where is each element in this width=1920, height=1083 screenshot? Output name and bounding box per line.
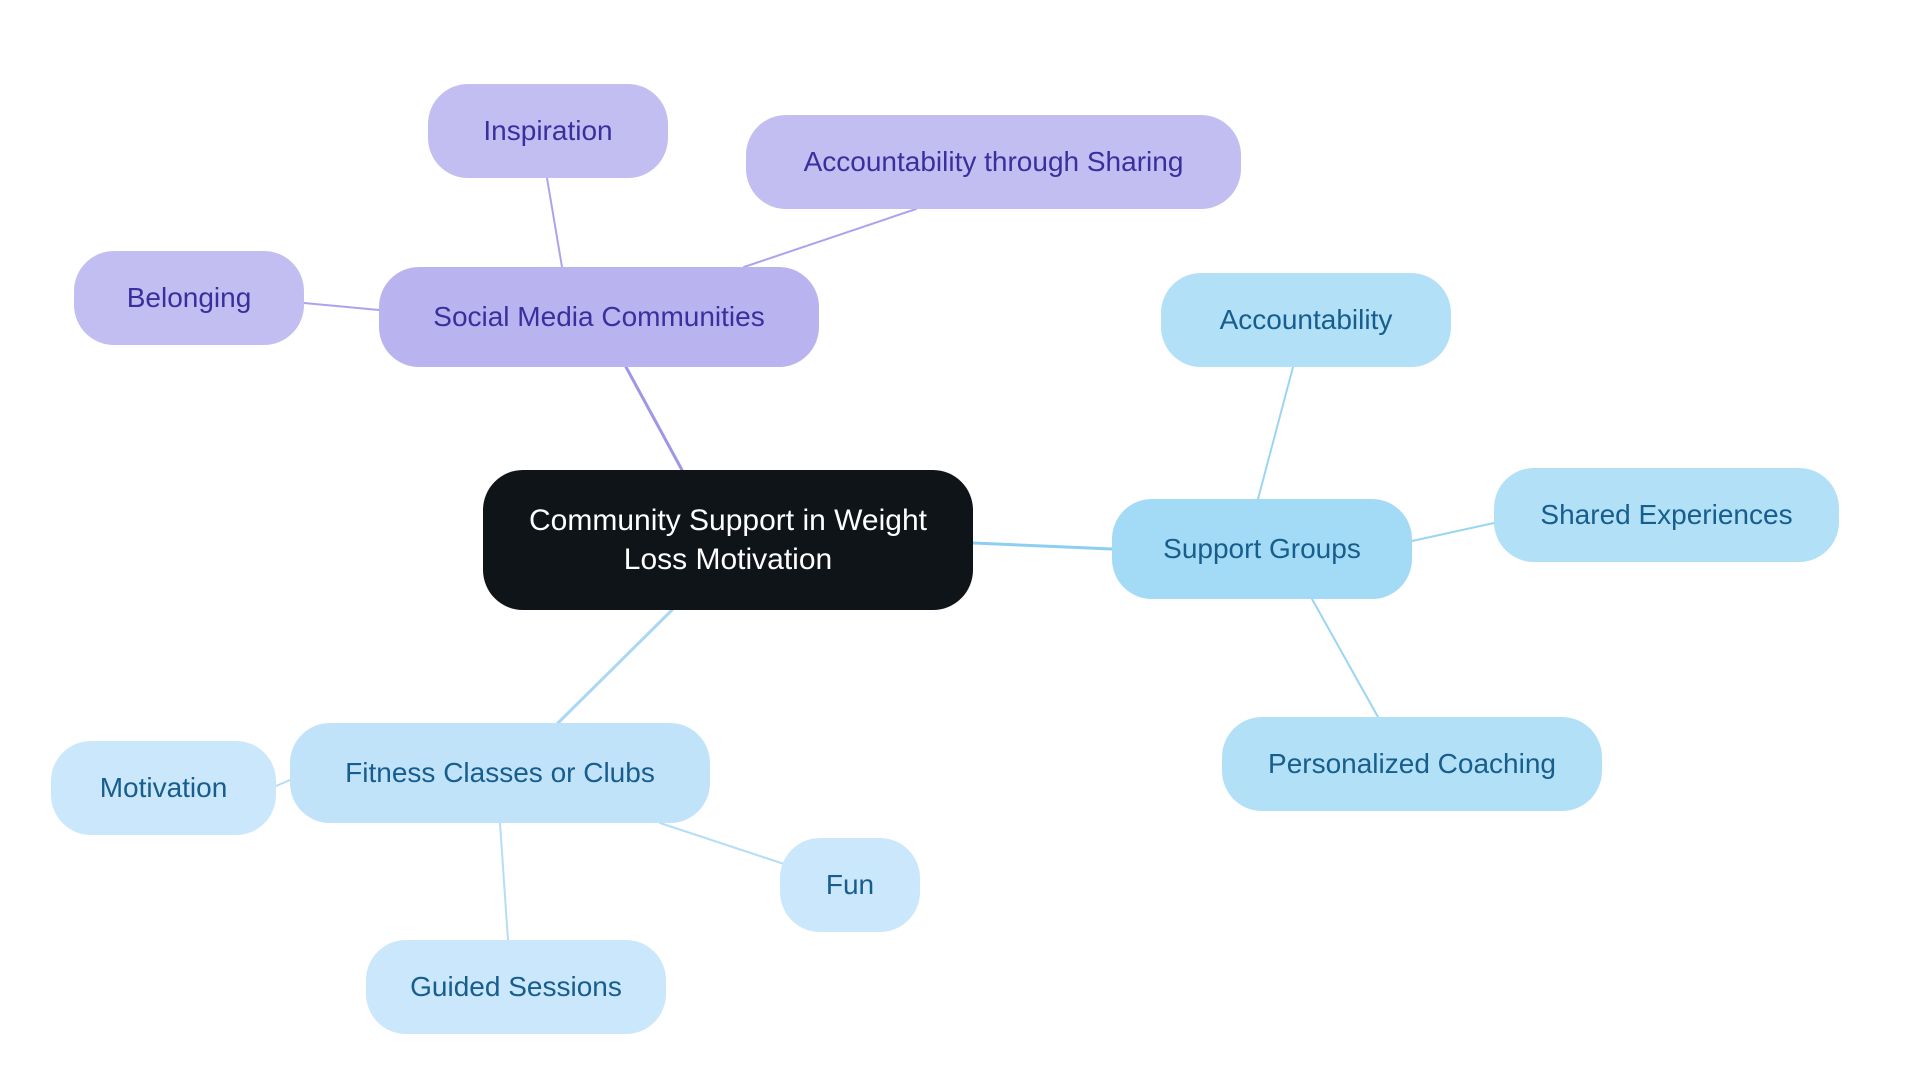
node-label: Inspiration — [483, 113, 612, 149]
node-support_groups: Support Groups — [1112, 499, 1412, 599]
node-inspiration: Inspiration — [428, 84, 668, 178]
node-label: Social Media Communities — [433, 299, 764, 335]
node-shared_exp: Shared Experiences — [1494, 468, 1839, 562]
node-label: Belonging — [127, 280, 252, 316]
edge-social-belonging — [304, 303, 379, 310]
edge-social-accountability_sharing — [744, 209, 916, 267]
node-fun: Fun — [780, 838, 920, 932]
edge-root-social — [626, 367, 682, 470]
node-label: Support Groups — [1163, 531, 1361, 567]
node-social: Social Media Communities — [379, 267, 819, 367]
node-label: Accountability — [1220, 302, 1393, 338]
node-label: Fun — [826, 867, 874, 903]
node-fitness: Fitness Classes or Clubs — [290, 723, 710, 823]
node-accountability_sharing: Accountability through Sharing — [746, 115, 1241, 209]
node-label: Shared Experiences — [1540, 497, 1792, 533]
node-belonging: Belonging — [74, 251, 304, 345]
node-guided: Guided Sessions — [366, 940, 666, 1034]
node-label: Guided Sessions — [410, 969, 622, 1005]
node-accountability: Accountability — [1161, 273, 1451, 367]
node-coaching: Personalized Coaching — [1222, 717, 1602, 811]
edge-support_groups-shared_exp — [1412, 523, 1494, 541]
node-label: Motivation — [100, 770, 228, 806]
edge-root-support_groups — [973, 543, 1112, 549]
node-motivation: Motivation — [51, 741, 276, 835]
node-label: Accountability through Sharing — [804, 144, 1184, 180]
edge-fitness-motivation — [276, 780, 290, 786]
edge-social-inspiration — [547, 178, 562, 267]
edge-fitness-fun — [660, 823, 790, 866]
edge-fitness-guided — [500, 823, 508, 940]
node-label: Fitness Classes or Clubs — [345, 755, 655, 791]
edge-support_groups-accountability — [1258, 367, 1293, 499]
node-label: Community Support in Weight Loss Motivat… — [515, 501, 941, 579]
node-label: Personalized Coaching — [1268, 746, 1556, 782]
node-root: Community Support in Weight Loss Motivat… — [483, 470, 973, 610]
edge-root-fitness — [558, 610, 672, 723]
edge-support_groups-coaching — [1312, 599, 1378, 717]
